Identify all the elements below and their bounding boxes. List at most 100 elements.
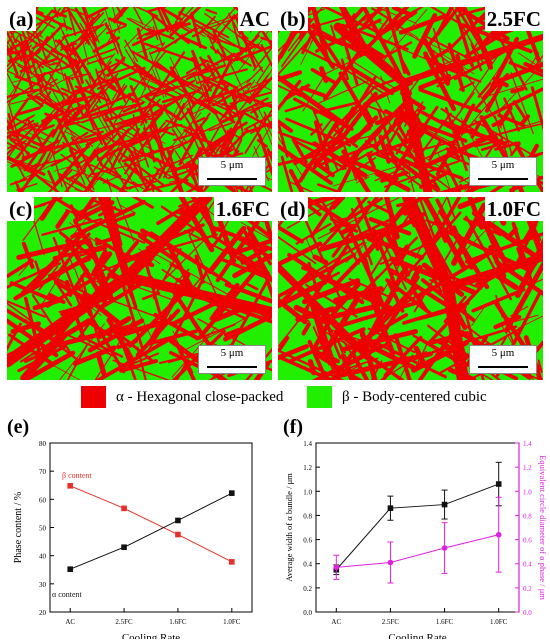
alpha-lath (7, 33, 21, 54)
alpha-lath (126, 17, 153, 34)
y-tick-label: 0.0 (303, 609, 312, 617)
alpha-lath (112, 212, 136, 223)
alpha-lath (69, 149, 80, 168)
alpha-lath (8, 105, 25, 160)
data-point (495, 531, 502, 538)
alpha-lath (491, 116, 508, 128)
alpha-lath (287, 7, 324, 52)
alpha-lath (190, 11, 202, 49)
alpha-lath (16, 183, 38, 191)
y-tick-label: 20 (39, 609, 47, 617)
alpha-lath (330, 357, 375, 380)
y2-tick-label: 0.4 (523, 561, 532, 569)
alpha-lath (136, 346, 147, 380)
alpha-lath (345, 242, 367, 263)
y-tick-label: 0.4 (303, 561, 312, 569)
alpha-lath (7, 43, 19, 76)
data-point (229, 559, 235, 565)
alpha-lath (8, 49, 21, 56)
y-tick-label: 50 (39, 525, 47, 533)
alpha-lath (238, 31, 249, 40)
alpha-lath (128, 17, 153, 29)
alpha-lath (384, 134, 416, 192)
alpha-lath (350, 7, 385, 28)
alpha-lath (109, 131, 129, 163)
alpha-lath (47, 170, 57, 188)
alpha-lath (228, 12, 241, 36)
alpha-lath (316, 354, 364, 380)
beta-legend-text: β - Body-centered cubic (342, 389, 487, 405)
alpha-lath (119, 359, 158, 373)
alpha-lath (49, 67, 74, 81)
alpha-lath (132, 113, 142, 142)
alpha-lath (65, 31, 93, 60)
micrograph-1-0fc: (d) 1.0FC 5 μm (278, 197, 543, 380)
alpha-lath (96, 315, 132, 339)
alpha-lath (310, 298, 338, 370)
alpha-lath (288, 181, 314, 192)
alpha-lath (156, 206, 185, 226)
alpha-lath (407, 76, 421, 95)
y-tick-label: 1.2 (303, 464, 312, 472)
alpha-lath (208, 122, 233, 132)
alpha-lath (112, 359, 171, 380)
alpha-lath (9, 281, 59, 304)
alpha-lath (142, 175, 156, 192)
alpha-lath (220, 97, 269, 123)
alpha-lath (431, 276, 443, 293)
alpha-lath (51, 32, 65, 81)
x-tick-label: 1.6FC (169, 618, 187, 626)
alpha-lath (497, 113, 526, 128)
alpha-lath (150, 12, 163, 46)
alpha-lath (143, 42, 197, 63)
alpha-lath (57, 172, 96, 192)
alpha-lath (134, 128, 163, 137)
alpha-lath (63, 73, 70, 91)
panel-label: (a) (7, 7, 36, 31)
alpha-lath (505, 226, 518, 240)
alpha-lath (159, 100, 192, 133)
alpha-lath (41, 217, 103, 236)
alpha-lath (21, 241, 35, 270)
alpha-lath (70, 136, 99, 181)
alpha-lath (95, 237, 113, 246)
alpha-lath (221, 95, 235, 124)
alpha-lath (63, 18, 68, 32)
alpha-lath (61, 331, 114, 357)
y-tick-label: 70 (39, 468, 47, 476)
alpha-lath (278, 143, 333, 185)
scale-bar: 5 μm (198, 345, 266, 374)
y2-tick-label: 1.4 (523, 440, 532, 448)
alpha-lath (199, 56, 210, 73)
alpha-lath (46, 14, 59, 24)
alpha-lath (87, 338, 124, 358)
alpha-lath (285, 117, 352, 147)
alpha-lath (92, 61, 112, 85)
alpha-lath (200, 15, 216, 34)
alpha-lath (333, 286, 384, 304)
alpha-lath (281, 29, 309, 68)
alpha-lath (246, 101, 272, 112)
y-axis-title: Average width of α bundle / μm (284, 473, 294, 582)
alpha-lath (81, 39, 89, 65)
alpha-lath (318, 79, 370, 104)
alpha-lath (175, 7, 185, 20)
alpha-lath (40, 113, 54, 128)
alpha-lath (417, 108, 462, 134)
alpha-lath (465, 215, 513, 301)
alpha-lath (237, 92, 272, 109)
alpha-lath (213, 307, 242, 322)
alpha-lath (131, 20, 182, 47)
data-point (441, 501, 448, 508)
alpha-lath (341, 23, 409, 51)
scale-bar: 5 μm (198, 157, 266, 186)
alpha-lath (183, 229, 255, 267)
y-tick-label: 60 (39, 496, 47, 504)
alpha-lath (7, 135, 38, 150)
microstructure (7, 7, 272, 192)
alpha-lath (9, 177, 28, 186)
alpha-lath (518, 315, 543, 329)
alpha-lath (16, 132, 31, 139)
alpha-lath (250, 120, 272, 135)
alpha-lath (278, 30, 295, 65)
